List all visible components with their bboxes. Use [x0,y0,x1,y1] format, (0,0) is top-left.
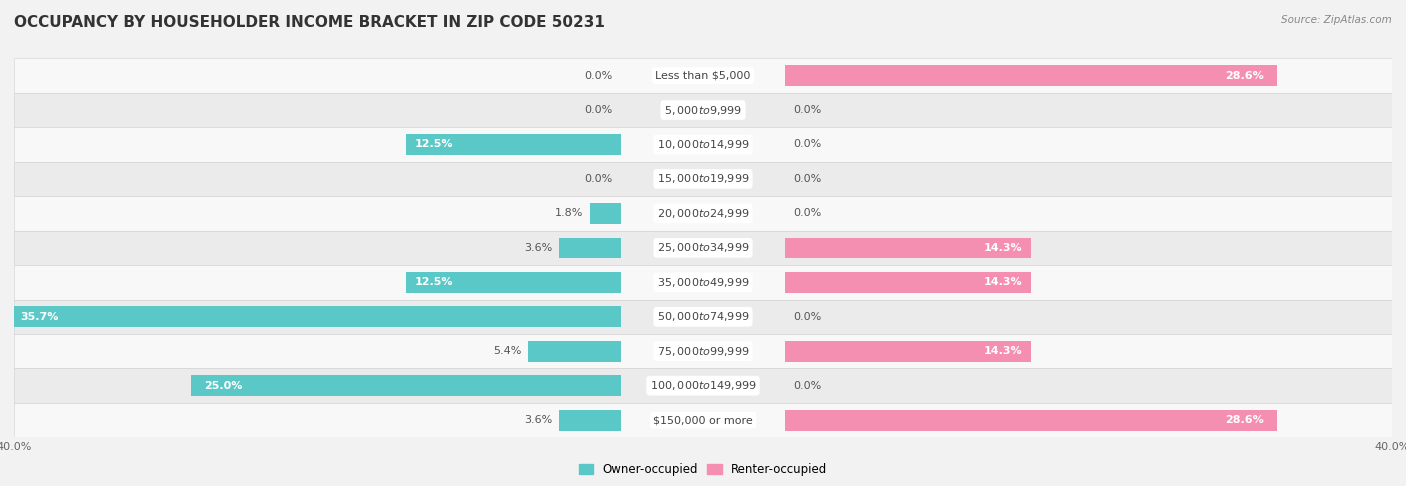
Text: $5,000 to $9,999: $5,000 to $9,999 [664,104,742,117]
Text: 25.0%: 25.0% [204,381,243,391]
Bar [14,93,1392,127]
Text: $50,000 to $74,999: $50,000 to $74,999 [657,310,749,323]
Text: 35.7%: 35.7% [20,312,59,322]
Text: 28.6%: 28.6% [1225,70,1264,81]
Text: 0.0%: 0.0% [793,174,821,184]
Bar [14,231,1392,265]
Bar [560,410,621,431]
Text: 5.4%: 5.4% [494,346,522,356]
Bar [785,238,1031,258]
Text: 14.3%: 14.3% [984,243,1022,253]
Text: 0.0%: 0.0% [585,174,613,184]
Text: $20,000 to $24,999: $20,000 to $24,999 [657,207,749,220]
Bar [14,127,1392,162]
Text: 0.0%: 0.0% [585,105,613,115]
Text: OCCUPANCY BY HOUSEHOLDER INCOME BRACKET IN ZIP CODE 50231: OCCUPANCY BY HOUSEHOLDER INCOME BRACKET … [14,15,605,30]
Text: $100,000 to $149,999: $100,000 to $149,999 [650,379,756,392]
Text: $150,000 or more: $150,000 or more [654,415,752,425]
Bar [14,265,1392,299]
Bar [560,238,621,258]
Text: 0.0%: 0.0% [793,208,821,218]
Bar [14,334,1392,368]
Text: 12.5%: 12.5% [415,139,453,150]
Text: 14.3%: 14.3% [984,278,1022,287]
Text: $25,000 to $34,999: $25,000 to $34,999 [657,242,749,254]
Legend: Owner-occupied, Renter-occupied: Owner-occupied, Renter-occupied [574,458,832,481]
Text: $35,000 to $49,999: $35,000 to $49,999 [657,276,749,289]
Text: 0.0%: 0.0% [793,381,821,391]
Text: 0.0%: 0.0% [793,312,821,322]
Bar [14,403,1392,437]
Bar [785,341,1031,362]
Bar [785,272,1031,293]
Bar [785,410,1278,431]
Text: $10,000 to $14,999: $10,000 to $14,999 [657,138,749,151]
Text: $75,000 to $99,999: $75,000 to $99,999 [657,345,749,358]
Text: 14.3%: 14.3% [984,346,1022,356]
Text: Source: ZipAtlas.com: Source: ZipAtlas.com [1281,15,1392,25]
Bar [529,341,621,362]
Bar [14,196,1392,231]
Text: 0.0%: 0.0% [793,139,821,150]
Bar [6,307,621,327]
Text: $15,000 to $19,999: $15,000 to $19,999 [657,173,749,186]
Text: 0.0%: 0.0% [585,70,613,81]
Text: 12.5%: 12.5% [415,278,453,287]
Bar [14,368,1392,403]
Bar [591,203,621,224]
Bar [14,299,1392,334]
Bar [14,162,1392,196]
Text: 28.6%: 28.6% [1225,415,1264,425]
Text: 3.6%: 3.6% [524,415,553,425]
Bar [191,375,621,396]
Bar [14,58,1392,93]
Text: 0.0%: 0.0% [793,105,821,115]
Text: Less than $5,000: Less than $5,000 [655,70,751,81]
Text: 1.8%: 1.8% [555,208,583,218]
Bar [406,134,621,155]
Text: 3.6%: 3.6% [524,243,553,253]
Bar [785,65,1278,86]
Bar [406,272,621,293]
